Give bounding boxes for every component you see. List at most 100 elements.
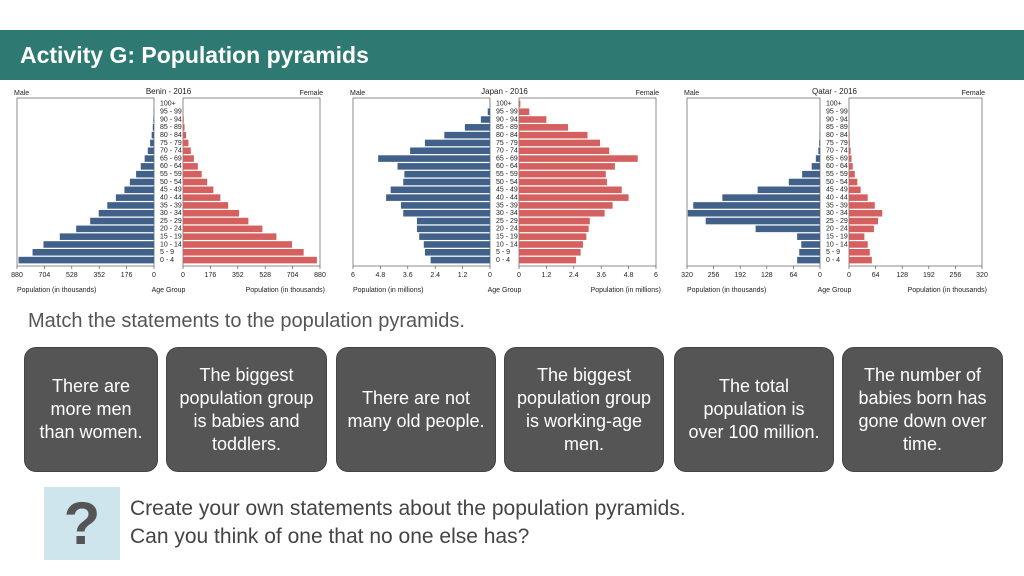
statement-card[interactable]: The number of babies born has gone down …	[842, 347, 1003, 472]
x-tick-label: 4.8	[376, 272, 386, 279]
bar	[797, 256, 820, 264]
bar	[797, 233, 820, 240]
bar	[487, 108, 490, 115]
statement-card[interactable]: There are not many old people.	[336, 347, 496, 472]
bar	[705, 217, 820, 225]
bar	[480, 116, 490, 123]
bar	[819, 139, 820, 147]
x-tick-label: 320	[976, 272, 988, 279]
series-label: Female	[962, 90, 985, 97]
bar	[519, 249, 581, 256]
age-label: 25 - 29	[160, 218, 182, 225]
question-icon: ?	[44, 487, 120, 560]
bar	[849, 209, 883, 217]
age-label: 55 - 59	[160, 171, 182, 178]
bar	[693, 202, 820, 209]
x-axis-label: Population (in thousands)	[17, 287, 96, 294]
bar	[136, 170, 154, 178]
bar	[124, 186, 154, 194]
bar	[410, 147, 490, 155]
bar	[183, 147, 191, 155]
age-label: 95 - 99	[160, 109, 182, 116]
bar	[183, 131, 187, 139]
bar	[152, 124, 154, 131]
x-axis-label: Age Group	[818, 287, 852, 294]
x-tick-label: 1.2	[542, 272, 552, 279]
bar	[464, 124, 490, 131]
bar	[849, 217, 879, 225]
x-tick-label: 880	[314, 272, 326, 279]
bar	[519, 124, 569, 131]
bar	[519, 209, 605, 217]
age-label: 80 - 84	[160, 132, 182, 139]
age-label: 90 - 94	[496, 116, 518, 123]
statement-card[interactable]: There are more men than women.	[24, 347, 158, 472]
bar	[755, 225, 820, 233]
age-label: 100+	[826, 101, 842, 108]
x-tick-label: 0	[152, 272, 156, 279]
age-label: 100+	[496, 101, 512, 108]
series-label: Male	[14, 90, 29, 97]
statement-card[interactable]: The biggest population group is babies a…	[166, 347, 327, 472]
age-label: 75 - 79	[496, 140, 518, 147]
bar	[818, 147, 820, 155]
bar	[424, 249, 490, 256]
bar	[183, 194, 221, 201]
bar	[519, 194, 629, 201]
statement-card[interactable]: The total population is over 100 million…	[674, 347, 834, 472]
bar	[849, 178, 858, 186]
x-tick-label: 704	[287, 272, 299, 279]
age-label: 70 - 74	[496, 148, 518, 155]
bar	[76, 225, 154, 233]
bar	[519, 139, 601, 147]
statement-card[interactable]: The biggest population group is working-…	[504, 347, 664, 472]
bar	[107, 202, 154, 209]
bar	[849, 170, 855, 178]
bar	[519, 100, 521, 108]
x-tick-label: 0	[818, 272, 822, 279]
bar	[183, 163, 198, 170]
bar	[430, 256, 490, 264]
age-label: 15 - 19	[160, 234, 182, 241]
x-tick-label: 1.2	[458, 272, 468, 279]
bar	[519, 241, 583, 248]
bar	[183, 124, 185, 131]
bar	[151, 131, 154, 139]
age-label: 50 - 54	[160, 179, 182, 186]
header-bar: Activity G: Population pyramids	[0, 30, 1024, 80]
bar	[519, 202, 613, 209]
age-label: 15 - 19	[496, 234, 518, 241]
bar	[519, 108, 530, 115]
age-label: 5 - 9	[496, 249, 510, 256]
age-label: 0 - 4	[160, 257, 174, 264]
bar	[811, 163, 820, 170]
x-tick-label: 64	[872, 272, 880, 279]
x-tick-label: 128	[896, 272, 908, 279]
age-label: 30 - 34	[160, 210, 182, 217]
bar	[801, 241, 820, 248]
age-label: 85 - 89	[160, 124, 182, 131]
age-label: 35 - 39	[160, 202, 182, 209]
bar	[519, 155, 638, 162]
bar	[390, 186, 490, 194]
bar	[687, 209, 820, 217]
age-label: 10 - 14	[496, 241, 518, 248]
series-label: Male	[684, 90, 699, 97]
age-label: 20 - 24	[496, 226, 518, 233]
bar	[378, 155, 490, 162]
age-label: 90 - 94	[160, 116, 182, 123]
age-label: 85 - 89	[496, 124, 518, 131]
bar	[183, 233, 277, 240]
bar	[424, 139, 490, 147]
x-tick-label: 3.6	[596, 272, 606, 279]
x-tick-label: 256	[708, 272, 720, 279]
bar	[849, 225, 874, 233]
bar	[183, 249, 304, 256]
age-label: 5 - 9	[160, 249, 174, 256]
age-label: 60 - 64	[160, 163, 182, 170]
bar	[403, 209, 490, 217]
age-label: 75 - 79	[160, 140, 182, 147]
bar	[183, 116, 184, 123]
bar	[849, 155, 852, 162]
